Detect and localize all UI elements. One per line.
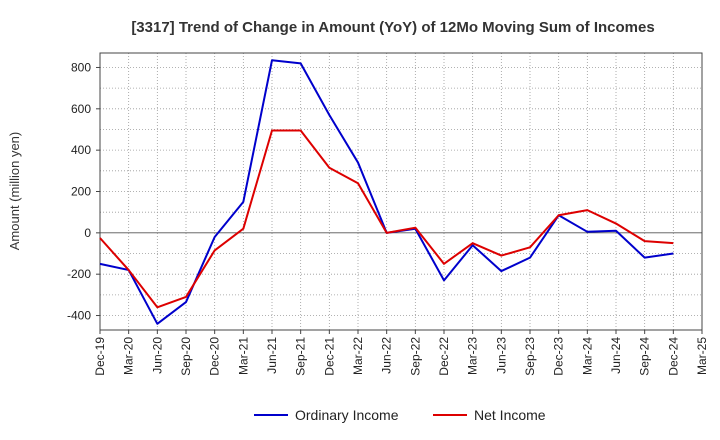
x-tick-label: Jun-22 <box>380 337 394 374</box>
legend-label-1: Ordinary Income <box>295 407 399 423</box>
x-tick-label: Mar-22 <box>351 337 365 375</box>
x-tick-label: Sep-22 <box>408 337 422 376</box>
x-tick-label: Dec-24 <box>666 337 680 376</box>
x-tick-label: Jun-24 <box>609 337 623 374</box>
x-tick-label: Jun-20 <box>150 337 164 374</box>
legend: Ordinary Income Net Income <box>254 407 546 423</box>
y-tick-label: -400 <box>67 309 91 323</box>
x-tick-label: Mar-25 <box>695 337 709 375</box>
y-tick-label: -200 <box>67 267 91 281</box>
x-tick-label: Dec-23 <box>552 337 566 376</box>
x-tick-label: Sep-23 <box>523 337 537 376</box>
chart-title: [3317] Trend of Change in Amount (YoY) o… <box>131 19 654 36</box>
y-axis-label: Amount (million yen) <box>7 132 22 251</box>
x-tick-label: Dec-22 <box>437 337 451 376</box>
y-tick-label: 0 <box>84 226 91 240</box>
x-tick-label: Sep-20 <box>179 337 193 376</box>
x-tick-label: Mar-20 <box>122 337 136 375</box>
x-tick-label: Dec-21 <box>322 337 336 376</box>
y-tick-label: 600 <box>71 102 91 116</box>
y-tick-label: 800 <box>71 60 91 74</box>
x-tick-label: Mar-23 <box>466 337 480 375</box>
y-tick-label: 400 <box>71 143 91 157</box>
x-tick-label: Jun-21 <box>265 337 279 374</box>
x-tick-label: Sep-21 <box>294 337 308 376</box>
x-tick-label: Mar-24 <box>580 337 594 375</box>
x-tick-label: Jun-23 <box>494 337 508 374</box>
x-tick-label: Mar-21 <box>236 337 250 375</box>
x-tick-label: Sep-24 <box>638 337 652 376</box>
y-tick-label: 200 <box>71 185 91 199</box>
x-tick-label: Dec-19 <box>93 337 107 376</box>
legend-label-2: Net Income <box>474 407 546 423</box>
x-tick-label: Dec-20 <box>208 337 222 376</box>
series-line-2 <box>99 129 674 309</box>
